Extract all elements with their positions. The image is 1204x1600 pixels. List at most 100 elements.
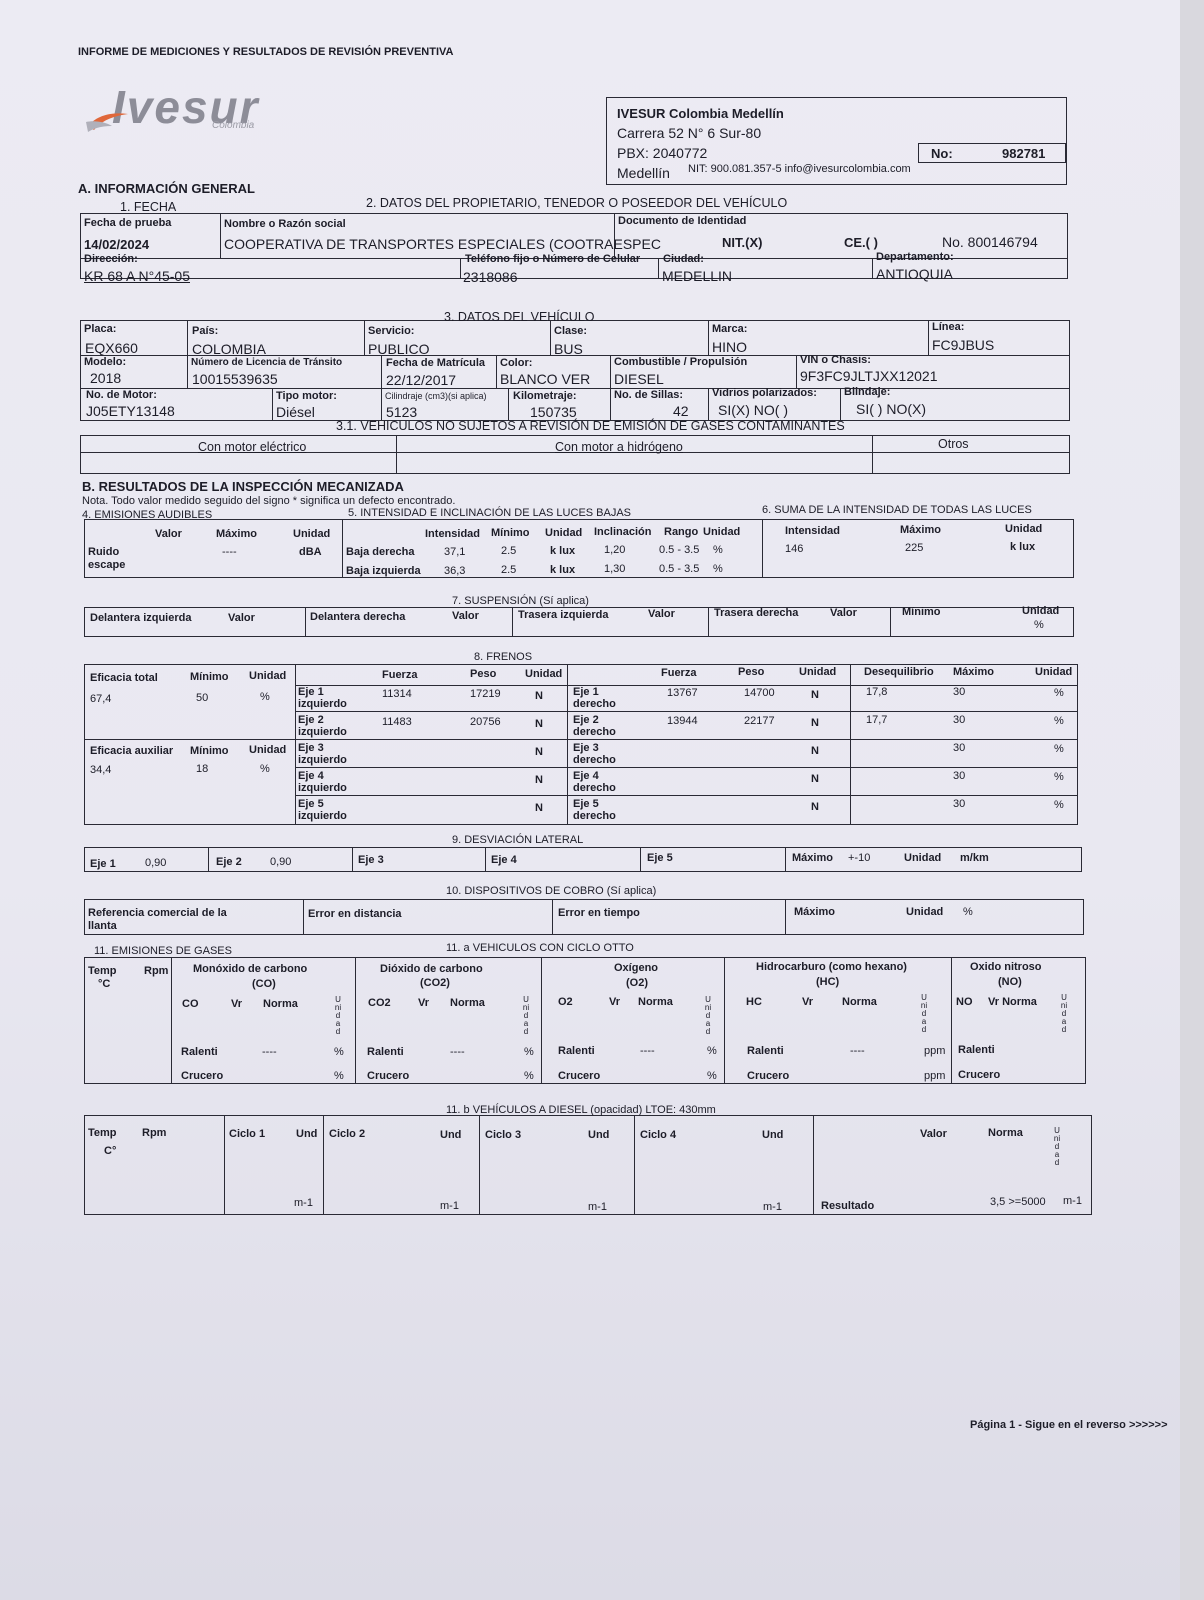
label: Inclinación <box>594 526 652 538</box>
registration-date: 22/12/2017 <box>386 372 457 388</box>
divider <box>614 213 616 258</box>
label: Línea: <box>932 321 965 333</box>
department: ANTIOQUIA <box>876 266 954 282</box>
divider <box>295 711 1078 713</box>
divider <box>541 957 543 1084</box>
label: HC <box>746 996 762 1008</box>
owner-section-title: 2. DATOS DEL PROPIETARIO, TENEDOR O POSE… <box>366 196 788 210</box>
label: Desequilibrio <box>864 666 934 678</box>
label: Ruido <box>88 546 120 558</box>
license-number: 10015539635 <box>192 371 278 387</box>
value: % <box>707 1045 717 1057</box>
owner-table <box>80 213 1068 279</box>
divider <box>485 847 487 872</box>
brake-cell: 11483 <box>382 716 412 728</box>
divider <box>272 388 274 421</box>
divider <box>567 664 569 825</box>
label: VIN o Chasis: <box>800 354 871 366</box>
divider <box>396 435 398 474</box>
otto-title: 11. a VEHICULOS CON CICLO OTTO <box>446 942 634 954</box>
label: Norma <box>842 996 877 1008</box>
displacement: 5123 <box>386 404 418 420</box>
label: Intensidad <box>785 525 841 537</box>
label: Ralenti <box>558 1045 595 1057</box>
brake-cell: Eje 5 <box>573 798 599 810</box>
divider <box>658 258 660 279</box>
divider <box>187 320 189 355</box>
divider <box>295 664 297 825</box>
label: Unidad <box>249 670 287 682</box>
divider <box>708 607 710 637</box>
label: Color: <box>500 357 533 369</box>
label: Máximo <box>216 528 257 540</box>
label: Documento de Identidad <box>618 215 747 227</box>
value: ---- <box>450 1046 465 1058</box>
divider <box>295 685 1078 687</box>
brake-cell: derecho <box>573 782 616 794</box>
label: Baja izquierda <box>346 565 421 577</box>
color: BLANCO VER <box>500 371 591 387</box>
divider <box>364 320 366 355</box>
divider <box>305 607 307 637</box>
brake-cell: derecho <box>573 810 616 822</box>
divider <box>872 258 874 279</box>
divider <box>872 435 874 474</box>
vertical-unit-label: Unidad <box>1053 1126 1061 1167</box>
toll-table <box>84 899 1084 935</box>
value: ppm <box>924 1045 946 1057</box>
label: Ciclo 1 <box>229 1128 266 1140</box>
brake-cell: % <box>1054 771 1064 783</box>
label: C° <box>104 1145 117 1157</box>
divider <box>708 388 710 421</box>
brake-cell: derecho <box>573 698 616 710</box>
label: Unidad <box>904 852 942 864</box>
city: MEDELLIN <box>662 268 733 284</box>
line: FC9JBUS <box>932 337 995 353</box>
value: % <box>524 1046 534 1058</box>
report-number: 982781 <box>1002 146 1046 161</box>
divider <box>80 258 1068 260</box>
brake-cell: izquierdo <box>298 726 347 738</box>
electric-label: Con motor eléctrico <box>198 440 307 454</box>
label: Ciclo 3 <box>485 1129 522 1141</box>
number-label: No: <box>931 146 953 161</box>
brake-cell: Eje 2 <box>573 714 599 726</box>
vertical-unit-label: Unidad <box>334 995 342 1036</box>
brake-cell: 17,7 <box>866 714 888 726</box>
label: Unidad <box>545 527 583 539</box>
divider <box>352 847 354 872</box>
divider <box>708 320 710 355</box>
brake-cell: N <box>535 690 543 702</box>
value: k lux <box>550 564 576 576</box>
class: BUS <box>554 341 583 357</box>
divider <box>610 355 612 388</box>
label: Ralenti <box>958 1044 995 1056</box>
value: 1,20 <box>604 544 626 556</box>
vehicle-section-title: 3. DATOS DEL VEHÍCULO <box>444 310 595 324</box>
brake-cell: 17219 <box>470 688 501 700</box>
label: escape <box>88 559 126 571</box>
label: (HC) <box>816 976 840 988</box>
label: Ciudad: <box>663 253 704 265</box>
diesel-title: 11. b VEHÍCULOS A DIESEL (opacidad) LTOE… <box>446 1104 716 1116</box>
label: Norma <box>988 1127 1023 1139</box>
engine-type: Diésel <box>276 404 315 420</box>
logo-swoosh-icon <box>86 113 128 132</box>
label: Vr <box>418 997 430 1009</box>
divider <box>80 452 1070 454</box>
label: Und <box>762 1129 784 1141</box>
value: % <box>260 763 270 775</box>
value: ppm <box>924 1070 946 1082</box>
value: ---- <box>222 546 237 558</box>
seats: 42 <box>673 403 689 419</box>
label: CO <box>182 998 199 1010</box>
mileage: 150735 <box>530 404 577 420</box>
label: Valor <box>920 1128 947 1140</box>
brake-cell: N <box>811 717 819 729</box>
label: Delantera izquierda <box>90 612 192 624</box>
label: Dióxido de carbono <box>380 963 483 975</box>
label: CO2 <box>368 997 391 1009</box>
label: Valor <box>228 612 255 624</box>
value: k lux <box>1010 541 1036 553</box>
section-a-title: A. INFORMACIÓN GENERAL <box>78 181 255 196</box>
